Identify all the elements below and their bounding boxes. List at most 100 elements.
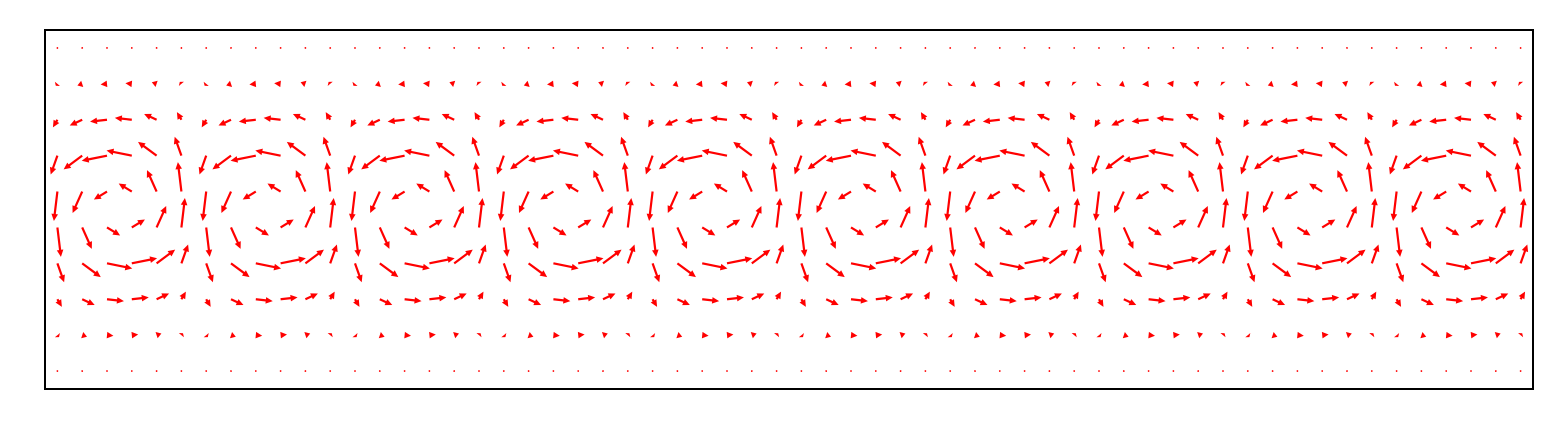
- arrow: [130, 47, 133, 49]
- arrow: [1142, 80, 1149, 88]
- arrow: [221, 191, 233, 213]
- arrow: [379, 298, 393, 306]
- arrow: [1408, 118, 1422, 126]
- arrow: [1071, 81, 1077, 86]
- arrow: [825, 262, 845, 278]
- arrow: [1167, 80, 1174, 88]
- arrow: [701, 226, 716, 236]
- arrow: [888, 113, 902, 121]
- arrow: [750, 370, 753, 372]
- arrow: [733, 141, 753, 157]
- arrow: [956, 154, 976, 170]
- arrow: [1322, 294, 1340, 302]
- arrow: [924, 47, 927, 49]
- arrow: [1420, 370, 1423, 372]
- arrow: [106, 262, 133, 271]
- arrow: [742, 170, 753, 192]
- arrow: [1036, 113, 1050, 121]
- arrow: [1370, 244, 1380, 264]
- arrow: [676, 332, 683, 339]
- arrow: [453, 206, 464, 228]
- arrow: [970, 80, 977, 87]
- arrow: [180, 244, 189, 264]
- axes-frame: [44, 29, 1534, 390]
- arrow: [1328, 141, 1348, 157]
- arrow: [1173, 331, 1180, 339]
- arrow: [974, 298, 988, 306]
- arrow: [676, 298, 690, 306]
- arrow: [775, 198, 783, 228]
- arrow: [175, 162, 183, 192]
- arrow: [710, 115, 728, 122]
- arrow: [528, 154, 554, 163]
- arrow: [502, 262, 512, 283]
- arrow: [1091, 155, 1101, 175]
- arrow: [1147, 47, 1150, 49]
- arrow: [1094, 119, 1101, 128]
- arrow: [1370, 370, 1373, 372]
- arrow: [322, 136, 332, 157]
- arrow: [398, 80, 405, 88]
- arrow: [510, 154, 530, 170]
- arrow: [304, 249, 324, 265]
- arrow: [453, 47, 456, 49]
- arrow: [1519, 198, 1527, 228]
- arrow: [944, 191, 952, 221]
- arrow: [874, 370, 877, 372]
- arrow: [553, 331, 560, 339]
- arrow: [428, 370, 431, 372]
- arrow: [131, 219, 145, 229]
- arrow: [875, 219, 889, 229]
- arrow: [106, 226, 121, 236]
- arrow: [800, 370, 803, 372]
- arrow: [552, 370, 555, 372]
- arrow: [1093, 191, 1101, 221]
- arrow: [676, 262, 696, 278]
- arrow: [441, 113, 455, 121]
- arrow: [1446, 297, 1464, 304]
- arrow: [496, 155, 505, 175]
- arrow: [1188, 170, 1200, 192]
- arrow: [304, 332, 311, 339]
- arrow: [378, 47, 381, 49]
- arrow: [1513, 136, 1522, 157]
- arrow: [769, 136, 778, 157]
- arrow: [106, 297, 124, 304]
- arrow: [999, 262, 1026, 271]
- arrow: [1267, 80, 1274, 87]
- arrow: [1271, 332, 1278, 339]
- arrow: [1296, 370, 1299, 372]
- arrow: [176, 112, 184, 121]
- arrow: [923, 291, 930, 300]
- arrow: [816, 191, 828, 213]
- arrow: [602, 47, 604, 49]
- arrow: [625, 333, 631, 338]
- arrow: [353, 227, 361, 257]
- arrow: [948, 298, 955, 307]
- arrow: [353, 298, 360, 307]
- arrow: [1156, 115, 1174, 122]
- arrow: [1197, 332, 1203, 339]
- arrow: [1420, 227, 1432, 249]
- arrow: [998, 47, 1001, 49]
- arrow: [518, 191, 530, 213]
- arrow: [795, 191, 803, 221]
- arrow: [1470, 294, 1488, 302]
- arrow: [584, 141, 604, 157]
- arrow: [626, 370, 629, 372]
- arrow: [477, 198, 485, 228]
- arrow: [212, 154, 232, 170]
- arrow: [404, 226, 418, 236]
- arrow: [155, 47, 158, 49]
- arrow: [1131, 117, 1149, 125]
- arrow: [651, 47, 654, 49]
- arrow: [540, 190, 554, 200]
- arrow: [329, 370, 332, 372]
- arrow: [775, 370, 778, 372]
- arrow: [198, 155, 208, 175]
- arrow: [230, 262, 250, 278]
- arrow: [151, 80, 158, 87]
- arrow: [1246, 227, 1254, 257]
- arrow: [378, 227, 390, 249]
- arrow: [471, 136, 481, 157]
